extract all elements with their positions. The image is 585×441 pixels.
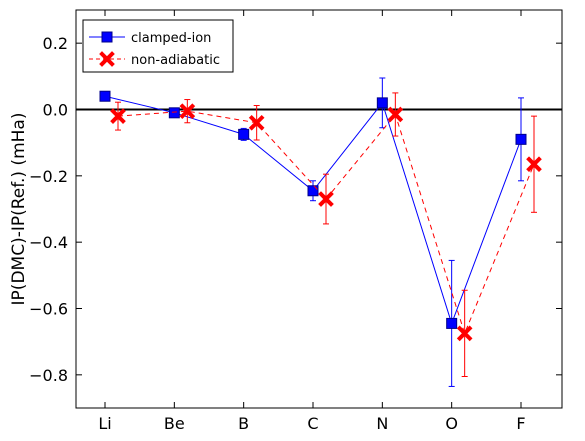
data-point: [99, 90, 111, 102]
data-point: [318, 191, 334, 207]
x-tick-label: Li: [98, 414, 111, 433]
y-tick-label: −0.6: [29, 300, 68, 319]
x-axis: Li Be B C N O F: [98, 10, 526, 433]
data-point: [515, 133, 527, 145]
legend-non-adiabatic-label: non-adiabatic: [131, 53, 220, 68]
series-clamped-ion: [99, 77, 527, 387]
x-tick-label: B: [238, 414, 249, 433]
data-point: [168, 107, 180, 119]
series-group: [99, 77, 542, 387]
y-tick-label: 0.0: [43, 101, 68, 120]
legend-box: [82, 19, 234, 73]
data-point: [526, 156, 542, 173]
data-point: [110, 108, 126, 124]
y-tick-label: −0.2: [29, 167, 68, 186]
legend-clamped-ion-marker: [101, 31, 113, 43]
data-point: [307, 185, 319, 197]
plot-frame: [75, 9, 563, 409]
data-point: [387, 106, 404, 123]
series-non-adiabatic: [110, 92, 542, 377]
y-axis-title: IP(DMC)-IP(Ref.) (mHa): [9, 113, 29, 306]
data-point: [238, 128, 250, 140]
y-tick-label: −0.8: [29, 366, 68, 385]
x-tick-label: F: [516, 414, 525, 433]
y-axis: −0.8 −0.6 −0.4 −0.2 0.0 0.2: [29, 34, 562, 385]
data-point: [248, 114, 265, 131]
data-point: [179, 103, 196, 119]
data-point: [456, 325, 473, 342]
x-tick-label: O: [445, 414, 458, 433]
data-point: [446, 317, 458, 329]
plot-area: [75, 9, 563, 409]
legend-non-adiabatic-marker: [99, 51, 115, 67]
x-tick-label: N: [376, 414, 388, 433]
y-tick-label: 0.2: [43, 34, 68, 53]
legend-clamped-ion-label: clamped-ion: [131, 31, 211, 46]
legend: clamped-ion non-adiabatic: [82, 19, 234, 73]
data-point: [376, 97, 388, 109]
x-tick-label: C: [307, 414, 318, 433]
y-tick-label: −0.4: [29, 233, 68, 252]
x-tick-label: Be: [164, 414, 185, 433]
